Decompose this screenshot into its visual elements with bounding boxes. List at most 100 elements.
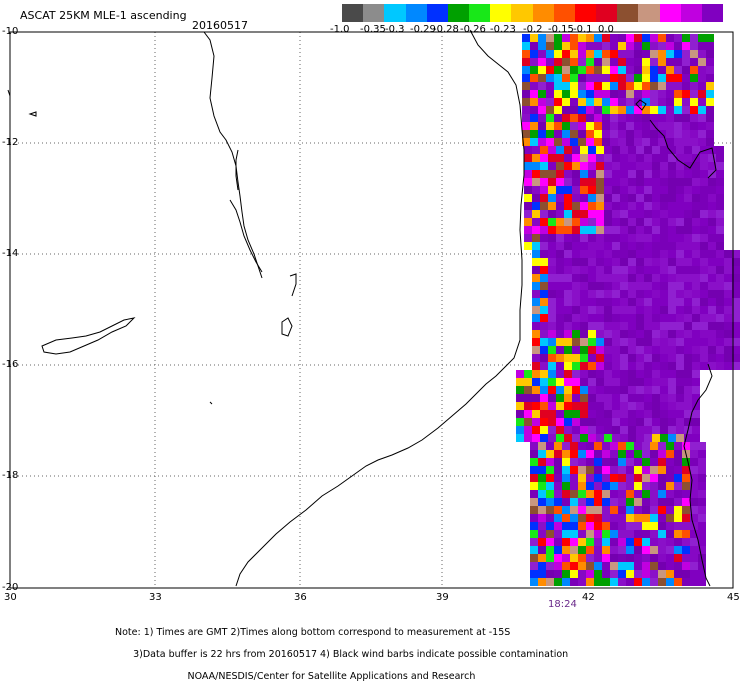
swath-pixel [572, 298, 580, 306]
swath-pixel [628, 426, 636, 434]
swath-pixel [610, 506, 618, 514]
swath-pixel [708, 210, 716, 218]
swath-pixel [644, 378, 652, 386]
swath-pixel [626, 514, 634, 522]
swath-pixel [626, 554, 634, 562]
swath-pixel [602, 122, 610, 130]
swath-pixel [642, 458, 650, 466]
swath-pixel [530, 82, 538, 90]
swath-pixel [530, 474, 538, 482]
swath-pixel [626, 82, 634, 90]
swath-pixel [612, 394, 620, 402]
swath-pixel [658, 106, 666, 114]
swath-pixel [698, 82, 706, 90]
swath-pixel [580, 386, 588, 394]
swath-pixel [700, 290, 708, 298]
swath-pixel [548, 330, 556, 338]
swath-pixel [676, 322, 684, 330]
swath-pixel [674, 82, 682, 90]
swath-pixel [610, 458, 618, 466]
swath-pixel [708, 194, 716, 202]
swath-pixel [546, 578, 554, 586]
swath-pixel [658, 546, 666, 554]
swath-pixel [682, 482, 690, 490]
swath-pixel [564, 154, 572, 162]
swath-pixel [580, 354, 588, 362]
swath-pixel [660, 354, 668, 362]
swath-pixel [626, 546, 634, 554]
swath-pixel [620, 194, 628, 202]
swath-pixel [684, 242, 692, 250]
swath-pixel [684, 402, 692, 410]
swath-pixel [546, 114, 554, 122]
swath-pixel [682, 50, 690, 58]
note-line-3: NOAA/NESDIS/Center for Satellite Applica… [115, 671, 476, 682]
swath-pixel [620, 394, 628, 402]
swath-pixel [532, 370, 540, 378]
swath-pixel [708, 298, 716, 306]
swath-pixel [724, 362, 732, 370]
swath-pixel [578, 74, 586, 82]
swath-pixel [522, 138, 530, 146]
swath-pixel [690, 450, 698, 458]
swath-pixel [644, 194, 652, 202]
swath-pixel [522, 114, 530, 122]
swath-pixel [562, 498, 570, 506]
swath-pixel [554, 458, 562, 466]
swath-pixel [658, 570, 666, 578]
swath-pixel [532, 354, 540, 362]
swath-pixel [530, 98, 538, 106]
swath-pixel [660, 346, 668, 354]
swath-pixel [604, 226, 612, 234]
swath-pixel [538, 554, 546, 562]
swath-pixel [572, 426, 580, 434]
swath-pixel [674, 570, 682, 578]
swath-pixel [674, 98, 682, 106]
swath-pixel [570, 506, 578, 514]
swath-pixel [666, 122, 674, 130]
swath-pixel [596, 266, 604, 274]
swath-pixel [698, 130, 706, 138]
swath-pixel [684, 162, 692, 170]
swath-pixel [684, 386, 692, 394]
swath-pixel [532, 362, 540, 370]
swath-pixel [604, 186, 612, 194]
swath-pixel [586, 570, 594, 578]
swath-pixel [732, 338, 740, 346]
swath-pixel [674, 466, 682, 474]
swath-pixel [676, 306, 684, 314]
swath-pixel [650, 570, 658, 578]
swath-pixel [612, 402, 620, 410]
swath-pixel [652, 362, 660, 370]
swath-pixel [642, 122, 650, 130]
swath-pixel [556, 306, 564, 314]
swath-pixel [620, 290, 628, 298]
swath-pixel [668, 426, 676, 434]
swath-pixel [658, 578, 666, 586]
swath-pixel [700, 338, 708, 346]
swath-pixel [668, 274, 676, 282]
swath-pixel [612, 274, 620, 282]
swath-pixel [530, 554, 538, 562]
swath-pixel [652, 274, 660, 282]
swath-pixel [716, 338, 724, 346]
swath-pixel [690, 90, 698, 98]
swath-pixel [578, 106, 586, 114]
swath-pixel [572, 186, 580, 194]
swath-pixel [596, 170, 604, 178]
swath-pixel [540, 402, 548, 410]
swath-pixel [660, 282, 668, 290]
swath-pixel [562, 114, 570, 122]
swath-pixel [708, 282, 716, 290]
swath-pixel [604, 434, 612, 442]
swath-pixel [634, 450, 642, 458]
swath-pixel [572, 202, 580, 210]
swath-pixel [658, 98, 666, 106]
swath-pixel [690, 58, 698, 66]
swath-pixel [562, 442, 570, 450]
swath-pixel [548, 394, 556, 402]
y-tick-label: -12 [2, 137, 19, 148]
swath-pixel [626, 562, 634, 570]
swath-pixel [628, 242, 636, 250]
swath-pixel [650, 450, 658, 458]
